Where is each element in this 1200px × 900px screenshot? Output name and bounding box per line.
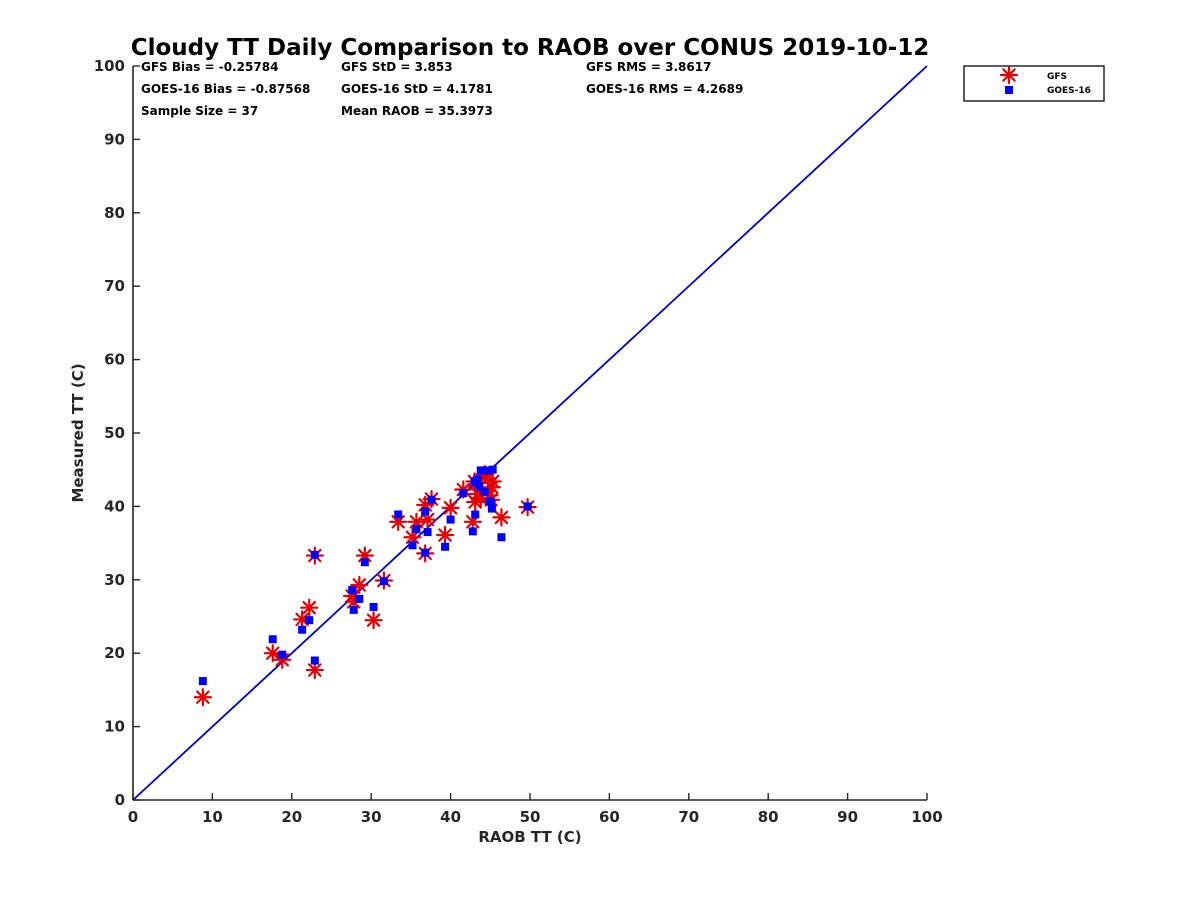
gfs-point <box>441 498 460 517</box>
goes16-point <box>394 510 403 519</box>
legend-gfs-label: GFS <box>1047 72 1067 82</box>
statistics-annotations: GFS Bias = -0.25784 GFS StD = 3.853 GFS RM… <box>141 60 743 118</box>
gfs-point <box>435 525 455 545</box>
y-tick-label: 20 <box>104 644 125 662</box>
y-tick-label: 30 <box>104 571 125 589</box>
legend-gfs-marker <box>999 65 1019 85</box>
reference-line <box>132 65 928 801</box>
goes16-point <box>441 542 450 551</box>
one-to-one-line <box>132 65 928 801</box>
y-tick-label: 60 <box>104 351 125 369</box>
goes16-point <box>310 550 319 559</box>
x-tick-label: 30 <box>361 808 382 826</box>
legend-box <box>963 65 1105 102</box>
y-tick-label: 10 <box>104 718 125 736</box>
gfs-point <box>263 644 282 663</box>
goes16-point <box>483 466 492 475</box>
legend-goes16-marker <box>1005 86 1013 94</box>
x-tick-label: 100 <box>911 808 942 826</box>
goes16-point <box>497 533 506 542</box>
goes16-point <box>427 495 436 504</box>
y-tick-label: 0 <box>115 791 125 809</box>
stat-text: GFS Bias = -0.25784 <box>141 60 278 74</box>
goes16-point <box>349 605 358 614</box>
x-axis-title: RAOB TT (C) <box>478 828 581 846</box>
x-tick-label: 50 <box>520 808 541 826</box>
goes16-point <box>360 558 369 567</box>
stat-text: GOES-16 StD = 4.1781 <box>341 82 493 96</box>
x-tick-label: 80 <box>758 808 779 826</box>
y-tick-label: 40 <box>104 497 125 515</box>
goes16-point <box>480 487 489 496</box>
goes16-point <box>268 635 277 644</box>
goes16-point <box>459 489 468 498</box>
goes16-point <box>278 650 287 659</box>
x-tick-label: 40 <box>440 808 461 826</box>
goes16-point <box>487 504 496 513</box>
goes16-point <box>310 656 319 665</box>
x-tick-label: 10 <box>202 808 223 826</box>
gfs-point <box>300 598 319 617</box>
goes16-point <box>421 507 430 516</box>
goes16-point <box>475 482 484 491</box>
stat-text: GOES-16 RMS = 4.2689 <box>586 82 743 96</box>
x-tick-label: 60 <box>599 808 620 826</box>
gfs-series <box>193 465 537 707</box>
y-tick-label: 50 <box>104 424 125 442</box>
goes16-point <box>471 510 480 519</box>
goes16-series <box>198 465 532 686</box>
legend-goes16-label: GOES-16 <box>1047 86 1091 96</box>
stat-text: Sample Size = 37 <box>141 104 258 118</box>
y-tick-label: 100 <box>94 57 125 75</box>
goes16-point <box>476 466 485 475</box>
goes16-point <box>412 525 421 534</box>
goes16-point <box>379 577 388 586</box>
gfs-point <box>193 688 212 707</box>
goes16-point <box>523 502 532 511</box>
y-tick-label: 70 <box>104 277 125 295</box>
goes16-point <box>487 497 496 506</box>
stat-text: GFS StD = 3.853 <box>341 60 453 74</box>
gfs-point <box>483 472 502 491</box>
goes16-point <box>348 586 357 595</box>
goes16-point <box>305 616 314 625</box>
goes16-point <box>198 677 207 686</box>
y-axis-title: Measured TT (C) <box>69 363 87 502</box>
axis-ticks: 0 10 20 30 40 50 60 70 80 90 100 0 10 20 30 40 50 60 70 80 9… <box>94 57 943 826</box>
goes16-point <box>369 602 378 611</box>
x-tick-label: 90 <box>837 808 858 826</box>
stat-text: GFS RMS = 3.8617 <box>586 60 711 74</box>
gfs-point <box>305 660 324 680</box>
goes16-point <box>423 528 432 537</box>
goes16-point <box>355 594 364 603</box>
x-tick-label: 70 <box>678 808 699 826</box>
goes16-point <box>408 541 417 550</box>
y-tick-label: 80 <box>104 204 125 222</box>
chart-title: Cloudy TT Daily Comparison to RAOB over … <box>131 35 930 61</box>
goes16-point <box>488 465 497 474</box>
legend: GFS GOES-16 <box>963 65 1105 102</box>
goes16-point <box>446 515 455 524</box>
stat-text: GOES-16 Bias = -0.87568 <box>141 82 310 96</box>
legend-gfs-asterisk <box>999 65 1019 85</box>
goes16-point <box>421 548 430 557</box>
x-tick-label: 0 <box>128 808 138 826</box>
goes16-point <box>468 527 477 536</box>
gfs-point <box>364 611 383 630</box>
x-tick-label: 20 <box>281 808 302 826</box>
stat-text: Mean RAOB = 35.3973 <box>341 104 493 118</box>
goes16-point <box>473 475 482 484</box>
goes16-point <box>298 625 307 634</box>
gfs-point <box>492 508 511 527</box>
y-tick-label: 90 <box>104 130 125 148</box>
